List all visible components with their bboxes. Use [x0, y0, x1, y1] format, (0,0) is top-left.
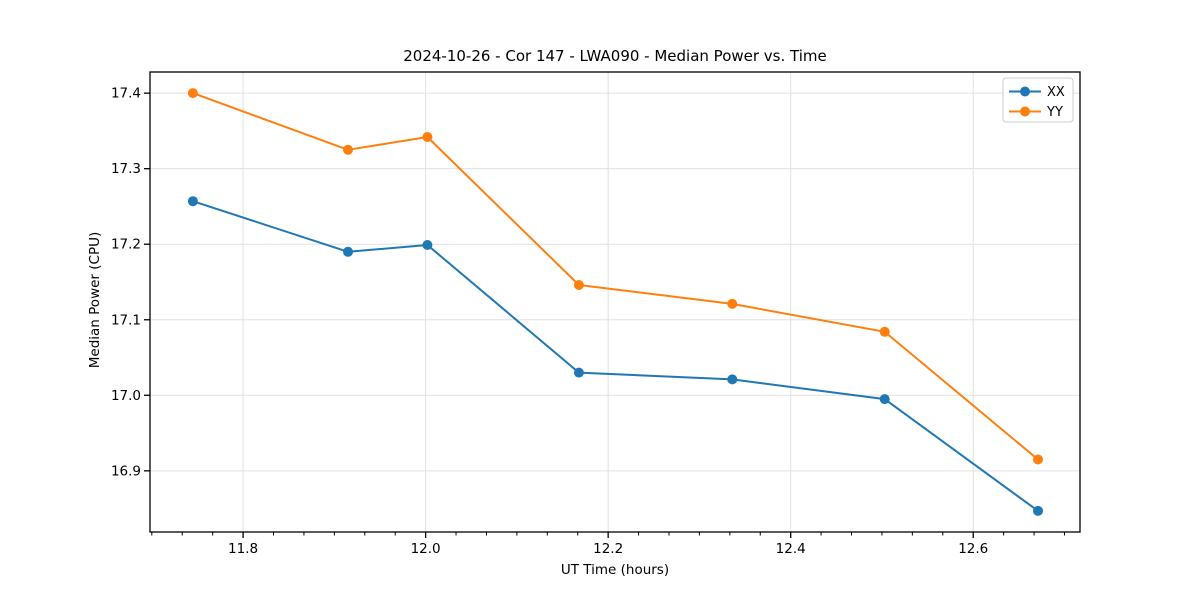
x-tick-label: 12.0 [411, 541, 441, 557]
series-marker-XX [573, 367, 584, 378]
series-marker-XX [727, 374, 738, 385]
series-line-XX [191, 200, 1039, 512]
series-marker-YY [573, 280, 584, 290]
x-tick-label: 11.8 [228, 541, 258, 557]
series-marker-XX [879, 394, 890, 405]
series-marker-YY [422, 132, 433, 142]
series-line-YY [191, 92, 1039, 461]
x-tick-label: 12.4 [776, 541, 806, 557]
x-axis-label: UT Time (hours) [560, 562, 670, 578]
x-tick-label: 12.6 [958, 541, 988, 557]
legend-sample-marker-YY [1020, 106, 1030, 117]
y-tick-label: 17.1 [111, 312, 141, 328]
series-marker-YY [343, 144, 353, 155]
chart-title: 2024-10-26 - Cor 147 - LWA090 - Median P… [403, 47, 827, 65]
series-marker-XX [422, 240, 433, 250]
y-tick-label: 17.0 [111, 388, 141, 404]
series-marker-YY [1033, 454, 1043, 465]
series-marker-XX [1033, 505, 1043, 516]
series-marker-XX [343, 246, 353, 257]
legend-label-YY: YY [1046, 105, 1063, 120]
y-tick-label: 17.3 [111, 161, 141, 177]
series-marker-XX [187, 196, 198, 207]
y-tick-label: 16.9 [111, 463, 141, 479]
y-axis-label: Median Power (CPU) [87, 231, 103, 369]
plot-border [149, 71, 1081, 533]
legend-label-XX: XX [1047, 85, 1065, 100]
x-tick-label: 12.2 [593, 541, 623, 557]
series-marker-YY [727, 298, 738, 309]
y-tick-label: 17.2 [111, 237, 141, 253]
series-marker-YY [879, 326, 890, 337]
legend-sample-marker-XX [1020, 86, 1030, 97]
y-tick-label: 17.4 [111, 86, 141, 102]
series-marker-YY [187, 88, 198, 99]
